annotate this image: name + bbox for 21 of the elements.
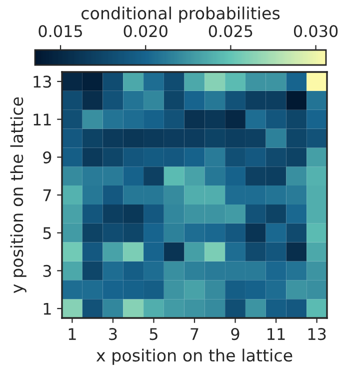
y-tick-label: 13 [34, 76, 51, 88]
color-bar-label: 0.015 [38, 25, 82, 38]
color-bar-title: conditional probabilities [82, 6, 280, 23]
x-tick-label: 5 [150, 328, 158, 340]
x-axis-title: x position on the lattice [96, 348, 292, 365]
y-tick-label: 11 [34, 114, 51, 126]
y-tick-label: 1 [44, 302, 51, 315]
x-tick-label: 1 [68, 328, 76, 340]
color-bar-label: 0.030 [294, 25, 338, 38]
y-tick-label: 9 [43, 151, 52, 164]
x-tick-label: 7 [190, 328, 198, 340]
color-bar-label: 0.025 [208, 25, 252, 38]
y-axis-title: y position on the lattice [10, 97, 26, 294]
x-tick-label: 11 [268, 328, 285, 340]
x-tick-label: 13 [308, 328, 326, 340]
y-tick-label: 5 [43, 227, 51, 240]
y-tick-label: 3 [43, 264, 51, 277]
y-tick-label: 7 [43, 189, 51, 202]
x-tick-label: 9 [231, 328, 240, 340]
x-tick-label: 3 [109, 328, 117, 340]
color-bar-label: 0.020 [124, 25, 168, 38]
